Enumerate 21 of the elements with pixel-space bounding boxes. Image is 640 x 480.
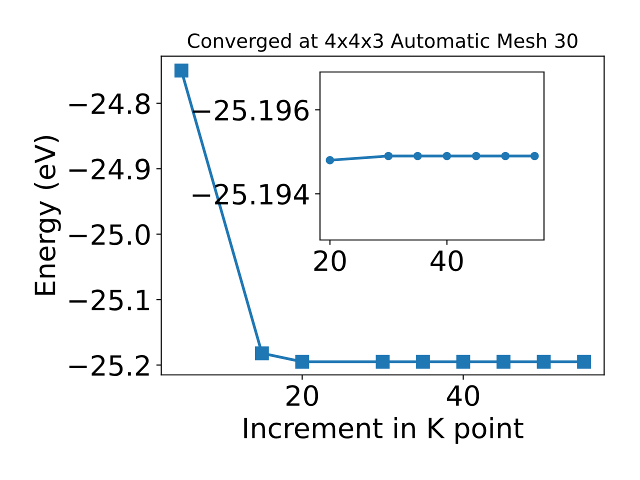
point (174, 64, 188, 78)
x-tick-label: 20 (314, 250, 346, 272)
y-tick-label: −25.2 (69, 355, 149, 376)
y-tick-label: −25.0 (69, 224, 150, 246)
point (496, 354, 510, 369)
chart-title: Converged at 4x4x3 Automatic Mesh 30 (188, 33, 578, 52)
y-tick-label: −24.8 (69, 93, 150, 114)
point (416, 354, 430, 369)
point (456, 354, 470, 369)
x-tick-label: 20 (286, 385, 318, 406)
point (376, 354, 390, 369)
point (254, 346, 269, 360)
x-tick-label: 40 (446, 385, 480, 406)
x-axis-title: Increment in K point (244, 417, 524, 444)
x-tick-label: 40 (430, 250, 463, 272)
y-axis-title: Energy (eV) (34, 136, 61, 295)
point (295, 354, 310, 369)
point (536, 354, 551, 369)
y-tick-label: −24.9 (69, 158, 150, 180)
point (577, 354, 591, 369)
y-tick-label: −25.1 (69, 290, 149, 311)
